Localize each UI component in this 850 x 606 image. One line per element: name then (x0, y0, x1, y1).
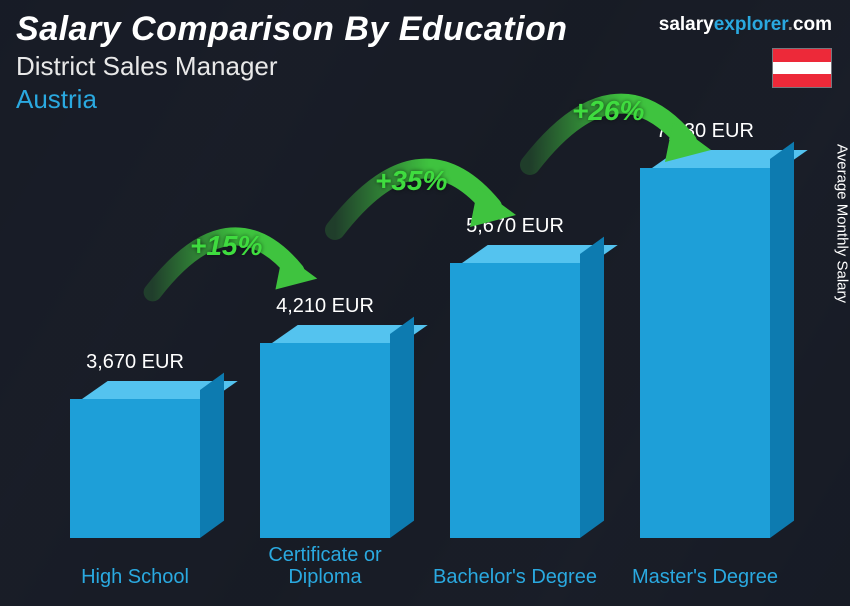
brand-part-c: com (793, 14, 832, 35)
bar-front-face (450, 263, 580, 538)
y-axis-label: Average Monthly Salary (834, 144, 850, 303)
bar: 4,210 EUR (260, 343, 390, 538)
flag-stripe-3 (773, 74, 831, 87)
bar-label: High School (45, 566, 225, 588)
flag-stripe-1 (773, 49, 831, 62)
bar: 5,670 EUR (450, 263, 580, 538)
percent-increase-label: +35% (375, 165, 447, 197)
brand-part-a: salary (659, 14, 714, 35)
bar-side-face (580, 237, 604, 538)
bar: 3,670 EUR (70, 399, 200, 538)
increase-arrow-icon (320, 145, 520, 255)
bar-group: 4,210 EURCertificate or Diploma (250, 343, 400, 538)
bar-front-face (640, 168, 770, 538)
bar-chart: 3,670 EURHigh School4,210 EURCertificate… (40, 140, 800, 586)
title-subtitle: District Sales Manager (16, 51, 834, 82)
brand-logo: salaryexplorer.com (659, 14, 832, 36)
bar-group: 3,670 EURHigh School (60, 399, 210, 538)
bar-side-face (770, 142, 794, 538)
bar-label: Bachelor's Degree (425, 566, 605, 588)
bar-value: 4,210 EUR (225, 295, 425, 318)
bar-group: 5,670 EURBachelor's Degree (440, 263, 590, 538)
flag-icon (772, 48, 832, 88)
title-country: Austria (16, 84, 834, 115)
bar: 7,130 EUR (640, 168, 770, 538)
bar-label: Certificate or Diploma (235, 544, 415, 588)
bar-side-face (200, 373, 224, 538)
brand-part-b: explorer (714, 14, 788, 35)
bar-value: 5,670 EUR (415, 215, 615, 238)
percent-increase-label: +15% (190, 230, 262, 262)
bar-side-face (390, 317, 414, 538)
flag-stripe-2 (773, 62, 831, 75)
bar-group: 7,130 EURMaster's Degree (630, 168, 780, 538)
percent-increase-label: +26% (572, 95, 644, 127)
bar-label: Master's Degree (615, 566, 795, 588)
bar-front-face (70, 399, 200, 538)
bar-value: 3,670 EUR (35, 351, 235, 374)
bar-front-face (260, 343, 390, 538)
